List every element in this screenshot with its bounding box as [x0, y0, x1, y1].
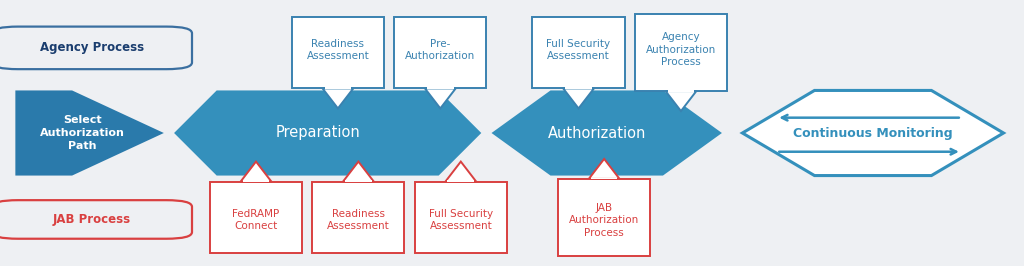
- Polygon shape: [15, 90, 164, 176]
- Polygon shape: [742, 90, 1004, 176]
- Text: Full Security
Assessment: Full Security Assessment: [547, 39, 610, 61]
- Text: Select
Authorization
Path: Select Authorization Path: [40, 115, 125, 151]
- Polygon shape: [589, 159, 620, 179]
- FancyBboxPatch shape: [292, 16, 384, 88]
- Text: JAB Process: JAB Process: [53, 213, 131, 226]
- Polygon shape: [565, 87, 592, 89]
- Text: Agency
Authorization
Process: Agency Authorization Process: [646, 32, 716, 67]
- Polygon shape: [447, 181, 474, 182]
- FancyBboxPatch shape: [558, 179, 650, 256]
- FancyBboxPatch shape: [0, 200, 193, 239]
- Polygon shape: [174, 90, 481, 176]
- Polygon shape: [427, 87, 454, 89]
- FancyBboxPatch shape: [394, 16, 486, 88]
- Polygon shape: [563, 88, 594, 109]
- Polygon shape: [241, 162, 271, 182]
- FancyBboxPatch shape: [532, 16, 625, 88]
- Polygon shape: [325, 87, 351, 89]
- Text: Readiness
Assessment: Readiness Assessment: [327, 209, 390, 231]
- Polygon shape: [445, 162, 476, 182]
- Polygon shape: [243, 181, 269, 182]
- Text: JAB
Authorization
Process: JAB Authorization Process: [569, 203, 639, 238]
- FancyBboxPatch shape: [635, 14, 727, 91]
- FancyBboxPatch shape: [415, 182, 507, 253]
- FancyBboxPatch shape: [312, 182, 404, 253]
- FancyBboxPatch shape: [0, 27, 193, 69]
- Polygon shape: [343, 162, 374, 182]
- Text: Pre-
Authorization: Pre- Authorization: [406, 39, 475, 61]
- Polygon shape: [492, 90, 722, 176]
- Text: Full Security
Assessment: Full Security Assessment: [429, 209, 493, 231]
- Polygon shape: [345, 181, 372, 182]
- Polygon shape: [666, 91, 696, 111]
- Polygon shape: [323, 88, 353, 109]
- Polygon shape: [668, 90, 694, 92]
- FancyBboxPatch shape: [210, 182, 302, 253]
- Polygon shape: [591, 178, 617, 180]
- Text: Readiness
Assessment: Readiness Assessment: [306, 39, 370, 61]
- Polygon shape: [425, 88, 456, 109]
- Text: FedRAMP
Connect: FedRAMP Connect: [232, 209, 280, 231]
- Text: Agency Process: Agency Process: [40, 41, 144, 54]
- Text: Continuous Monitoring: Continuous Monitoring: [794, 127, 952, 139]
- Text: Preparation: Preparation: [276, 126, 360, 140]
- Text: Authorization: Authorization: [548, 126, 647, 140]
